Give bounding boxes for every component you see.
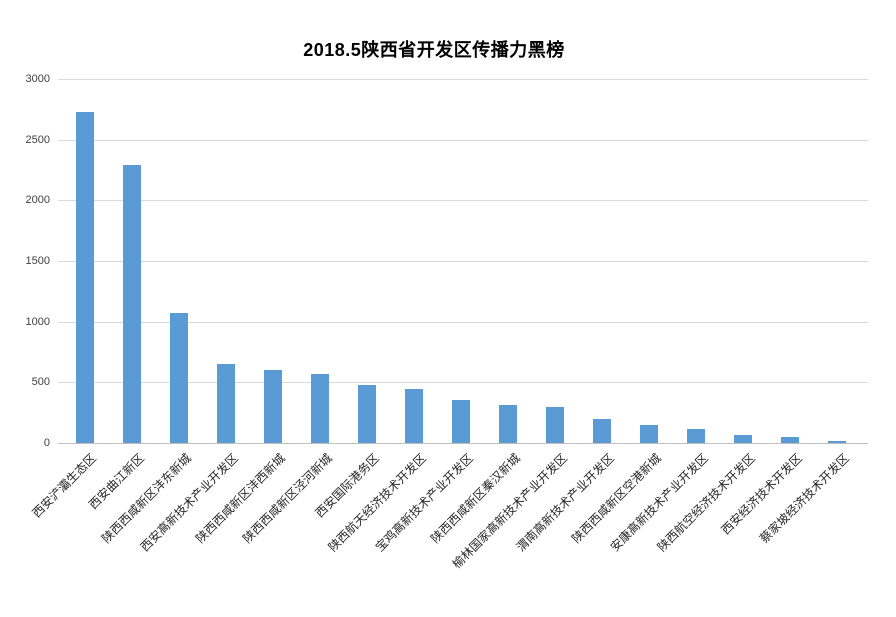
bar <box>217 364 235 443</box>
bar <box>687 429 705 443</box>
bar <box>170 313 188 443</box>
bar <box>828 441 846 443</box>
x-axis-line <box>58 443 868 444</box>
x-category-label: 西安浐灞生态区 <box>30 451 100 521</box>
x-category-label: 陕西西咸新区沣西新城 <box>192 451 288 546</box>
y-tick-label: 3000 <box>25 73 50 85</box>
y-tick-label: 1500 <box>25 255 50 267</box>
gridline <box>58 200 868 201</box>
bar <box>264 370 282 443</box>
x-category-label: 陕西西咸新区沣东新城 <box>98 451 194 546</box>
x-category-label: 蔡家坡经济技术开发区 <box>757 451 853 546</box>
gridline <box>58 261 868 262</box>
chart-title: 2018.5陕西省开发区传播力黑榜 <box>303 40 565 60</box>
bar <box>781 437 799 443</box>
y-tick-label: 2000 <box>25 194 50 206</box>
y-tick-label: 0 <box>43 437 50 449</box>
gridline <box>58 140 868 141</box>
bar <box>358 385 376 443</box>
gridline <box>58 79 868 80</box>
bar <box>734 435 752 443</box>
x-category-label: 陕西西咸新区空港新城 <box>569 451 665 546</box>
bar <box>546 407 564 443</box>
x-category-label: 西安经济技术开发区 <box>718 451 806 538</box>
bar <box>405 389 423 443</box>
bar <box>123 165 141 443</box>
bar <box>499 405 517 443</box>
gridline <box>58 322 868 323</box>
bar <box>640 425 658 443</box>
x-category-label: 陕西西咸新区秦汉新城 <box>428 451 523 546</box>
y-tick-label: 500 <box>31 376 50 388</box>
x-category-label: 陕西西咸新区泾河新城 <box>239 451 335 546</box>
bar <box>76 112 94 443</box>
gridline <box>58 382 868 383</box>
bar <box>452 400 470 443</box>
y-tick-label: 2500 <box>25 134 50 146</box>
y-tick-label: 1000 <box>25 316 50 328</box>
bar <box>311 374 329 443</box>
bar <box>593 419 611 443</box>
